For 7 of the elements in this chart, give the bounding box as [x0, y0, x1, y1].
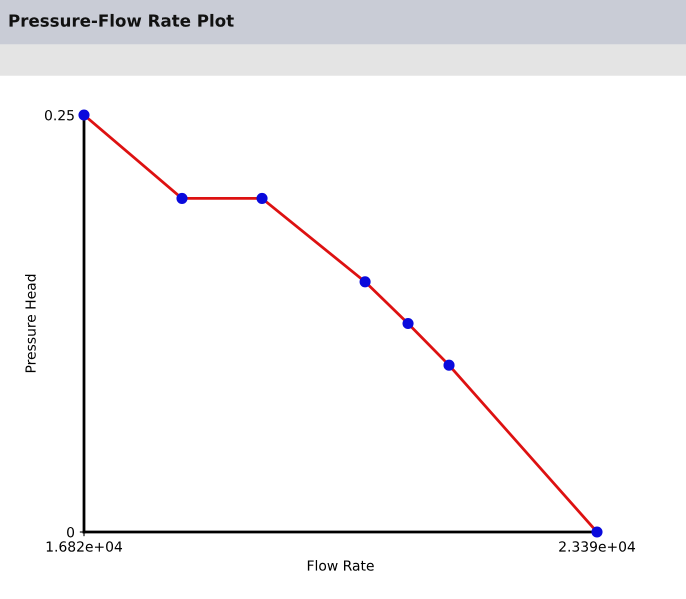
y-tick-label: 0 [67, 526, 74, 538]
x-tick-label: 1.682e+04 [46, 541, 122, 552]
y-tick-label: 0.25 [44, 110, 74, 120]
x-axis-title: Flow Rate [308, 560, 374, 571]
x-tick-label: 2.339e+04 [559, 541, 636, 552]
y-axis-title: Pressure Head [25, 274, 36, 372]
chart-title: Pressure-Flow Rate Plot [10, 14, 234, 27]
